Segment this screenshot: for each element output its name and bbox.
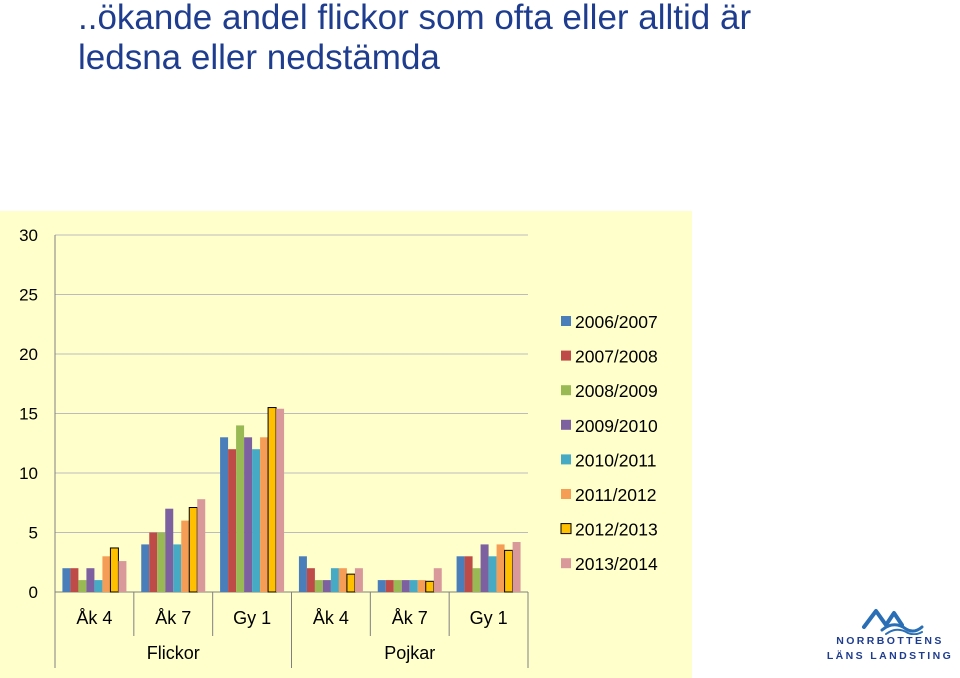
bar [338, 568, 347, 592]
bar [456, 556, 465, 592]
bar [480, 544, 489, 592]
y-tick-label: 15 [19, 405, 38, 424]
x-tick-label: Åk 7 [155, 608, 191, 628]
bar [464, 556, 473, 592]
x-group-label: Pojkar [384, 643, 435, 663]
bar [109, 547, 119, 593]
legend-swatch [561, 489, 571, 499]
y-tick-label: 25 [19, 286, 38, 305]
bar [197, 499, 206, 592]
bar [86, 568, 95, 592]
bar [228, 449, 237, 592]
bar [220, 437, 229, 592]
legend-swatch [561, 419, 571, 430]
legend-label: 2013/2014 [575, 554, 658, 574]
bar [512, 542, 521, 592]
bar [385, 580, 394, 592]
legend-label: 2011/2012 [575, 485, 656, 505]
bar [141, 544, 150, 592]
legend-label: 2008/2009 [575, 381, 658, 401]
bar [173, 544, 182, 592]
bar [472, 568, 481, 592]
bar [496, 544, 505, 592]
bar [276, 408, 285, 592]
y-tick-label: 5 [29, 524, 38, 543]
bar [322, 580, 331, 592]
bar [78, 580, 87, 592]
bar [181, 520, 190, 592]
bar [425, 580, 435, 593]
y-tick-label: 30 [19, 226, 38, 245]
bar [393, 580, 402, 592]
bar [70, 568, 79, 592]
bar [377, 580, 386, 592]
legend-swatch [561, 385, 571, 396]
bar [401, 580, 410, 592]
bar [314, 580, 323, 592]
legend-swatch [561, 454, 571, 465]
y-tick-label: 20 [19, 345, 38, 364]
x-group-label: Flickor [147, 643, 200, 663]
legend-label: 2009/2010 [575, 416, 658, 436]
bar [260, 437, 269, 592]
y-tick-label: 10 [19, 464, 38, 483]
legend-label: 2007/2008 [575, 347, 658, 367]
x-tick-label: Åk 4 [76, 608, 112, 628]
bar [330, 568, 339, 592]
bar [504, 549, 514, 593]
bar [244, 437, 253, 592]
legend-label: 2010/2011 [575, 450, 656, 470]
bar [165, 508, 174, 592]
x-tick-label: Gy 1 [233, 608, 271, 628]
title-line-1: ..ökande andel flickor som ofta eller al… [78, 0, 752, 37]
logo-text-line-2: LÄNS LANDSTING [826, 650, 954, 662]
legend-swatch [560, 523, 572, 535]
bar [346, 573, 356, 593]
legend-swatch [561, 558, 571, 569]
title-line-2: ledsna eller nedstämda [78, 38, 440, 77]
bar-chart: 0 5 10 15 20 25 30 Åk 4 Åk 7 Gy 1 Åk 4 Åk 7 Gy 1 Flic… [19, 226, 658, 668]
legend-swatch [561, 350, 571, 361]
bar [354, 568, 363, 592]
bar [188, 507, 198, 593]
chart-panel: 0 5 10 15 20 25 30 Åk 4 Åk 7 Gy 1 Åk 4 Åk 7 Gy 1 Flic… [0, 211, 692, 678]
bar [298, 556, 307, 592]
bar [236, 425, 245, 592]
bar [488, 556, 497, 592]
legend-label: 2006/2007 [575, 312, 658, 332]
bar [417, 580, 426, 592]
logo-wave-icon [862, 609, 924, 635]
logo-text-line-1: NORRBOTTENS [836, 635, 944, 647]
bar [433, 568, 442, 592]
bar [62, 568, 71, 592]
bar [409, 580, 418, 592]
x-tick-label: Gy 1 [470, 608, 508, 628]
legend-swatch [561, 316, 571, 326]
legend-label: 2012/2013 [575, 520, 658, 540]
bar [157, 532, 166, 592]
bar [102, 556, 111, 592]
norrbottens-lans-landsting-logo: NORRBOTTENS LÄNS LANDSTING [820, 605, 960, 667]
y-tick-label: 0 [29, 583, 38, 602]
bar [252, 449, 261, 592]
bar [118, 561, 127, 592]
bar [94, 580, 103, 592]
x-tick-label: Åk 7 [392, 608, 428, 628]
slide-title: ..ökande andel flickor som ofta eller al… [78, 0, 938, 78]
x-tick-label: Åk 4 [313, 608, 349, 628]
bar [149, 532, 158, 592]
bar [306, 568, 315, 592]
bar [267, 407, 277, 593]
